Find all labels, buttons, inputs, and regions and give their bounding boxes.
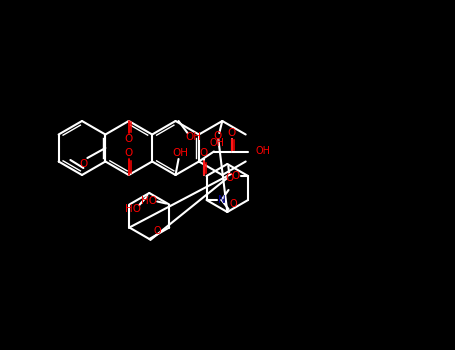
Text: O: O	[125, 134, 133, 144]
Text: O: O	[213, 131, 222, 141]
Text: OH: OH	[256, 147, 271, 156]
Text: HO: HO	[141, 196, 157, 205]
Text: OH: OH	[186, 132, 202, 142]
Text: N: N	[217, 195, 225, 205]
Text: OH: OH	[172, 148, 188, 158]
Text: O: O	[225, 173, 233, 183]
Text: OH: OH	[209, 139, 224, 148]
Text: O: O	[153, 226, 161, 236]
Text: O: O	[230, 199, 238, 209]
Text: O: O	[200, 148, 208, 158]
Text: O: O	[79, 159, 87, 169]
Text: O: O	[231, 171, 239, 181]
Text: HO: HO	[125, 204, 142, 214]
Text: O: O	[125, 148, 133, 158]
Text: O: O	[228, 127, 236, 138]
